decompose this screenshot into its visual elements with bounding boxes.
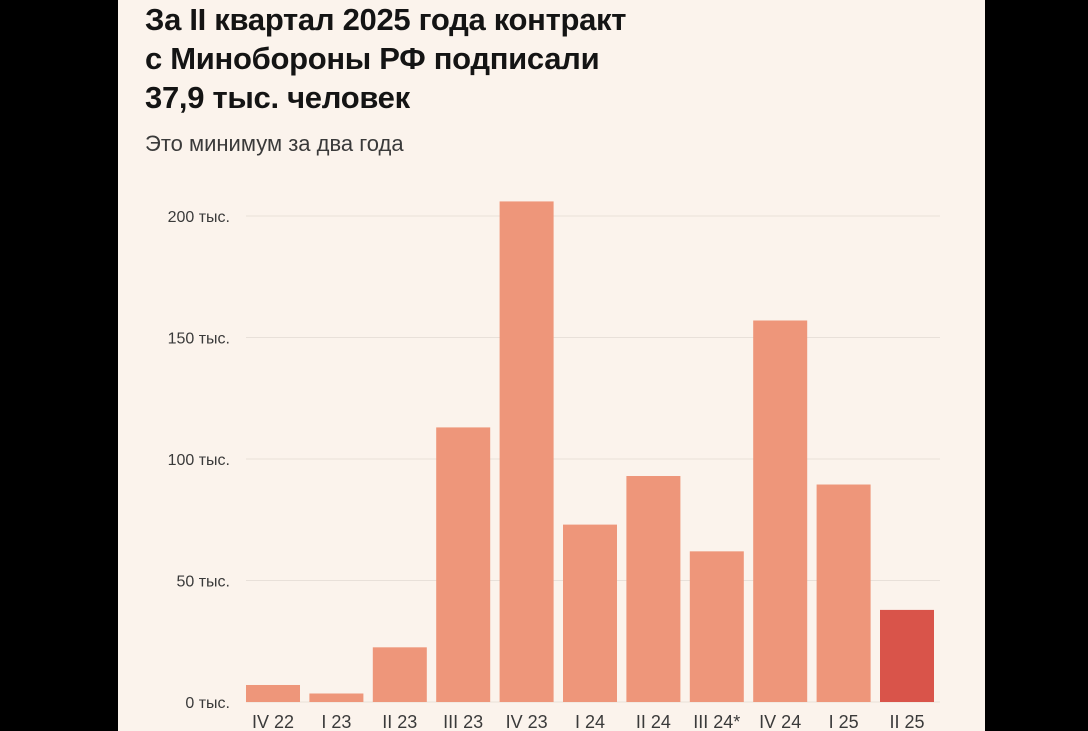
bar-iv-23: [499, 201, 554, 703]
bar-chart: 0 тыс. 50 тыс. 100 тыс. 150 тыс. 200 тыс. IV …: [168, 201, 940, 731]
chart-title: За II квартал 2025 года контракт с Миноб…: [145, 0, 965, 117]
x-tick-label: I 24: [575, 712, 605, 731]
bar-ii-24: [626, 476, 681, 702]
title-line-2: с Минобороны РФ подписали: [145, 41, 600, 76]
x-tick-label: I 25: [829, 712, 859, 731]
bar-i-23: [309, 693, 364, 702]
x-tick-label: II 23: [382, 712, 417, 731]
y-tick-label: 150 тыс.: [168, 331, 230, 348]
x-tick-label: II 25: [889, 712, 924, 731]
x-tick-label: III 24*: [693, 712, 740, 731]
x-tick-label: IV 23: [506, 712, 548, 731]
bar-iii-24-: [689, 551, 744, 702]
bar-iv-24: [753, 320, 808, 702]
title-line-1: За II квартал 2025 года контракт: [145, 2, 627, 37]
chart-subtitle: Это минимум за два года: [145, 131, 404, 156]
x-tick-label: IV 22: [252, 712, 294, 731]
y-tick-label: 0 тыс.: [185, 695, 230, 712]
y-tick-label: 100 тыс.: [168, 452, 230, 469]
bar-i-25: [816, 484, 871, 702]
bar-iii-23: [436, 427, 491, 702]
x-tick-label: II 24: [636, 712, 671, 731]
bar-iv-22: [246, 684, 300, 702]
bar-ii-23: [372, 647, 427, 702]
x-tick-label: IV 24: [759, 712, 801, 731]
y-tick-label: 50 тыс.: [176, 574, 230, 591]
x-tick-label: I 23: [321, 712, 351, 731]
chart-card: За II квартал 2025 года контракт с Миноб…: [118, 0, 985, 731]
y-tick-label: 200 тыс.: [168, 209, 230, 226]
title-line-3: 37,9 тыс. человек: [145, 80, 410, 115]
bar-ii-25: [880, 609, 934, 702]
bar-i-24: [563, 524, 617, 702]
x-tick-label: III 23: [443, 712, 483, 731]
